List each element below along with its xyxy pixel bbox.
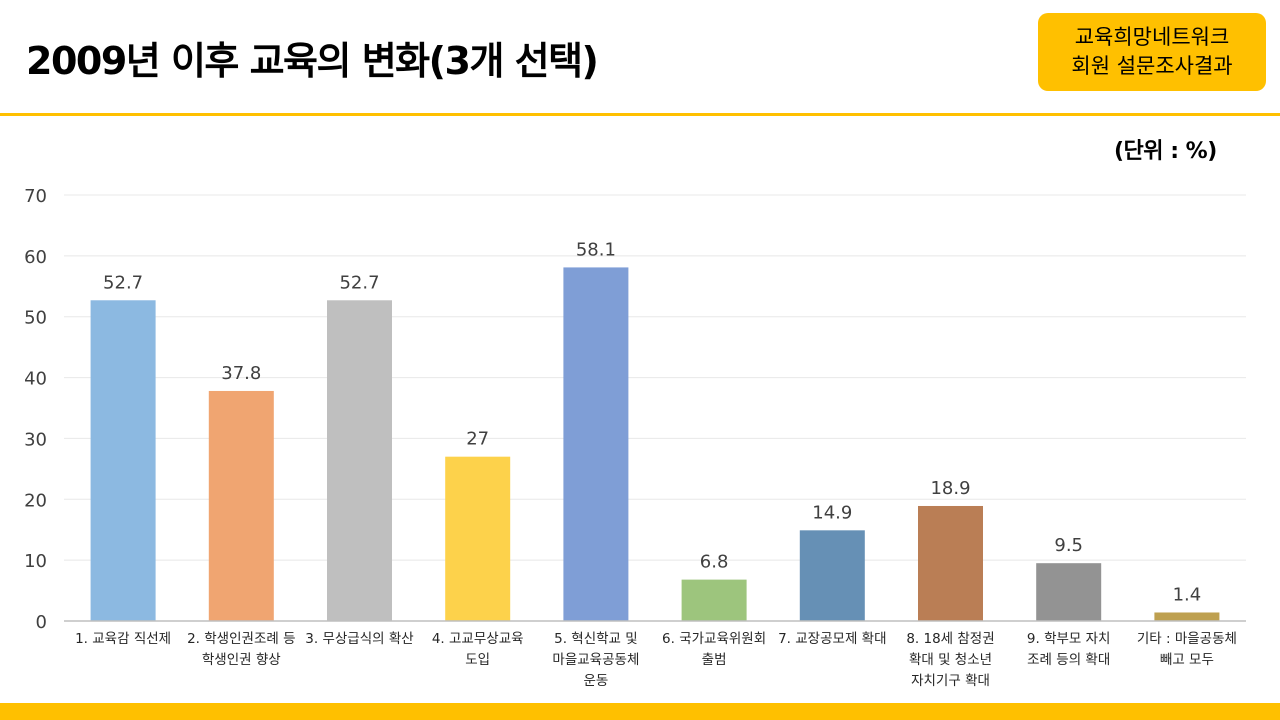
data-label: 9.5: [1054, 535, 1083, 556]
data-label: 1.4: [1173, 584, 1202, 605]
bar: [327, 300, 392, 621]
x-tick-label: 7. 교장공모제 확대: [778, 631, 886, 647]
badge-line-1: 교육희망네트워크: [1074, 25, 1230, 49]
data-label: 37.8: [221, 363, 261, 384]
x-tick-label: 3. 무상급식의 확산: [305, 631, 413, 647]
y-tick-label: 50: [24, 308, 47, 329]
y-tick-label: 30: [24, 429, 47, 450]
y-tick-label: 0: [36, 612, 47, 633]
y-tick-label: 10: [24, 551, 47, 572]
x-tick-label: 9. 학부모 자치 조례 등의 확대: [1027, 631, 1111, 668]
x-tick-label: 8. 18세 참정권 확대 및 청소년 자치기구 확대: [906, 631, 994, 689]
x-tick-label: 기타 : 마을공동체 빼고 모두: [1137, 631, 1237, 668]
y-tick-label: 60: [24, 247, 47, 268]
page-title: 2009년 이후 교육의 변화(3개 선택): [26, 39, 599, 83]
bar: [445, 456, 511, 621]
data-label: 52.7: [103, 272, 143, 293]
x-tick-label: 5. 혁신학교 및 마을교육공동체 운동: [552, 631, 639, 689]
data-label: 18.9: [930, 478, 970, 499]
bar: [1154, 612, 1220, 621]
x-tick-label: 1. 교육감 직선제: [75, 631, 171, 647]
y-tick-label: 70: [24, 186, 47, 207]
survey-source-badge: 교육희망네트워크 회원 설문조사결과: [1038, 13, 1266, 91]
bar: [563, 267, 629, 621]
data-label: 27: [466, 429, 489, 450]
header-divider: [0, 113, 1280, 116]
x-tick-label: 6. 국가교육위원회 출범: [662, 631, 766, 668]
bar: [90, 300, 156, 621]
data-label: 6.8: [700, 552, 729, 573]
badge-line-2: 회원 설문조사결과: [1071, 54, 1233, 78]
x-tick-label: 2. 학생인권조례 등 학생인권 향상: [187, 631, 295, 668]
y-tick-label: 40: [24, 369, 47, 390]
unit-label: (단위 : %): [1114, 139, 1217, 164]
data-label: 14.9: [812, 502, 852, 523]
x-tick-label: 4. 고교무상교육 도입: [432, 631, 524, 668]
bar: [208, 390, 274, 621]
footer-bar: [0, 703, 1280, 720]
y-tick-label: 20: [24, 490, 47, 511]
bar: [918, 505, 983, 621]
bar: [681, 579, 747, 621]
bar: [1036, 563, 1102, 621]
data-label: 52.7: [339, 272, 379, 293]
data-label: 58.1: [576, 239, 616, 260]
bar: [799, 530, 865, 621]
